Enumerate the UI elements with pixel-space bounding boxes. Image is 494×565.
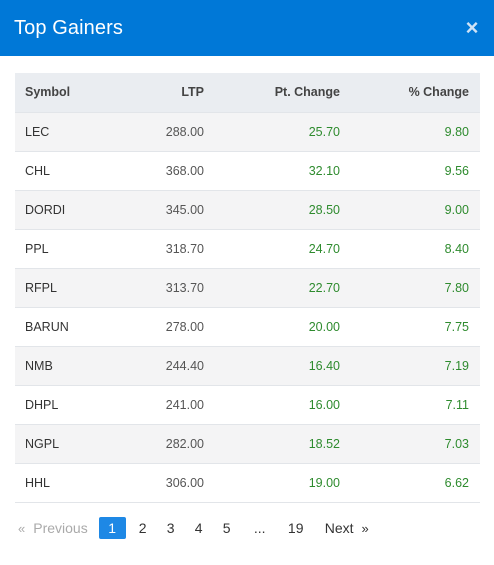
cell-ltp: 282.00 xyxy=(125,423,204,463)
cell-pct-change: 9.80 xyxy=(340,111,480,151)
cell-pct-change: 7.75 xyxy=(340,306,480,346)
column-header-pct-change[interactable]: % Change xyxy=(408,85,469,100)
cell-pct-change: 7.11 xyxy=(340,384,480,424)
cell-symbol[interactable]: DHPL xyxy=(15,384,125,424)
cell-symbol[interactable]: CHL xyxy=(15,150,125,190)
cell-pt-change: 32.10 xyxy=(204,150,340,190)
column-header-symbol[interactable]: Symbol xyxy=(25,85,71,100)
cell-symbol[interactable]: DORDI xyxy=(15,189,125,229)
cell-pct-change: 7.19 xyxy=(340,345,480,385)
pagination: « Previous 1 2 3 4 5 ... 19 Next » xyxy=(18,516,369,540)
cell-pct-change: 9.56 xyxy=(340,150,480,190)
cell-ltp: 278.00 xyxy=(125,306,204,346)
cell-pt-change: 20.00 xyxy=(204,306,340,346)
column-header-ltp[interactable]: LTP xyxy=(181,85,204,100)
cell-pct-change: 8.40 xyxy=(340,228,480,268)
cell-pt-change: 24.70 xyxy=(204,228,340,268)
table-row: CHL 368.00 32.10 9.56 xyxy=(15,150,480,190)
cell-ltp: 368.00 xyxy=(125,150,204,190)
cell-pt-change: 19.00 xyxy=(204,462,340,503)
cell-pt-change: 16.40 xyxy=(204,345,340,385)
cell-ltp: 244.40 xyxy=(125,345,204,385)
page-button-2[interactable]: 2 xyxy=(138,520,147,536)
page-button-1[interactable]: 1 xyxy=(98,517,126,539)
next-label: Next xyxy=(324,520,354,536)
table-row: NMB 244.40 16.40 7.19 xyxy=(15,345,480,385)
cell-symbol[interactable]: HHL xyxy=(15,462,125,503)
cell-symbol[interactable]: PPL xyxy=(15,228,125,268)
modal-title: Top Gainers xyxy=(14,16,123,39)
previous-label: Previous xyxy=(33,520,88,536)
pagination-ellipsis: ... xyxy=(253,520,266,536)
table-row: RFPL 313.70 22.70 7.80 xyxy=(15,267,480,307)
table-header: Symbol LTP Pt. Change % Change xyxy=(15,73,480,112)
table-row: DORDI 345.00 28.50 9.00 xyxy=(15,189,480,229)
cell-ltp: 306.00 xyxy=(125,462,204,503)
cell-ltp: 345.00 xyxy=(125,189,204,229)
page-button-5[interactable]: 5 xyxy=(222,520,231,536)
header-row: Symbol LTP Pt. Change % Change xyxy=(15,73,480,112)
table-row: DHPL 241.00 16.00 7.11 xyxy=(15,384,480,424)
cell-pt-change: 22.70 xyxy=(204,267,340,307)
cell-ltp: 288.00 xyxy=(125,111,204,151)
cell-pct-change: 9.00 xyxy=(340,189,480,229)
table-row: BARUN 278.00 20.00 7.75 xyxy=(15,306,480,346)
previous-page-button[interactable]: « Previous xyxy=(18,517,88,539)
double-chevron-right-icon: » xyxy=(361,520,369,536)
cell-ltp: 318.70 xyxy=(125,228,204,268)
page-button-4[interactable]: 4 xyxy=(194,520,203,536)
table-row: LEC 288.00 25.70 9.80 xyxy=(15,111,480,151)
cell-pct-change: 7.80 xyxy=(340,267,480,307)
cell-symbol[interactable]: BARUN xyxy=(15,306,125,346)
cell-pt-change: 18.52 xyxy=(204,423,340,463)
cell-pt-change: 28.50 xyxy=(204,189,340,229)
double-chevron-left-icon: « xyxy=(18,520,26,536)
table-row: PPL 318.70 24.70 8.40 xyxy=(15,228,480,268)
close-icon[interactable]: × xyxy=(465,15,479,40)
cell-symbol[interactable]: NGPL xyxy=(15,423,125,463)
gainers-table-container: Symbol LTP Pt. Change % Change LEC 288.0… xyxy=(15,73,480,503)
cell-pt-change: 16.00 xyxy=(204,384,340,424)
column-header-pt-change[interactable]: Pt. Change xyxy=(274,85,340,100)
cell-pt-change: 25.70 xyxy=(204,111,340,151)
table-row: NGPL 282.00 18.52 7.03 xyxy=(15,423,480,463)
cell-symbol[interactable]: RFPL xyxy=(15,267,125,307)
cell-symbol[interactable]: LEC xyxy=(15,111,125,151)
table-body: LEC 288.00 25.70 9.80 CHL 368.00 32.10 9… xyxy=(15,111,480,503)
modal-header: Top Gainers × xyxy=(0,0,494,56)
page-button-19[interactable]: 19 xyxy=(287,520,304,536)
cell-ltp: 241.00 xyxy=(125,384,204,424)
cell-ltp: 313.70 xyxy=(125,267,204,307)
cell-pct-change: 7.03 xyxy=(340,423,480,463)
cell-symbol[interactable]: NMB xyxy=(15,345,125,385)
page-button-3[interactable]: 3 xyxy=(166,520,175,536)
gainers-table: Symbol LTP Pt. Change % Change LEC 288.0… xyxy=(15,73,480,503)
next-page-button[interactable]: Next » xyxy=(325,517,369,539)
table-row: HHL 306.00 19.00 6.62 xyxy=(15,462,480,503)
cell-pct-change: 6.62 xyxy=(340,462,480,503)
